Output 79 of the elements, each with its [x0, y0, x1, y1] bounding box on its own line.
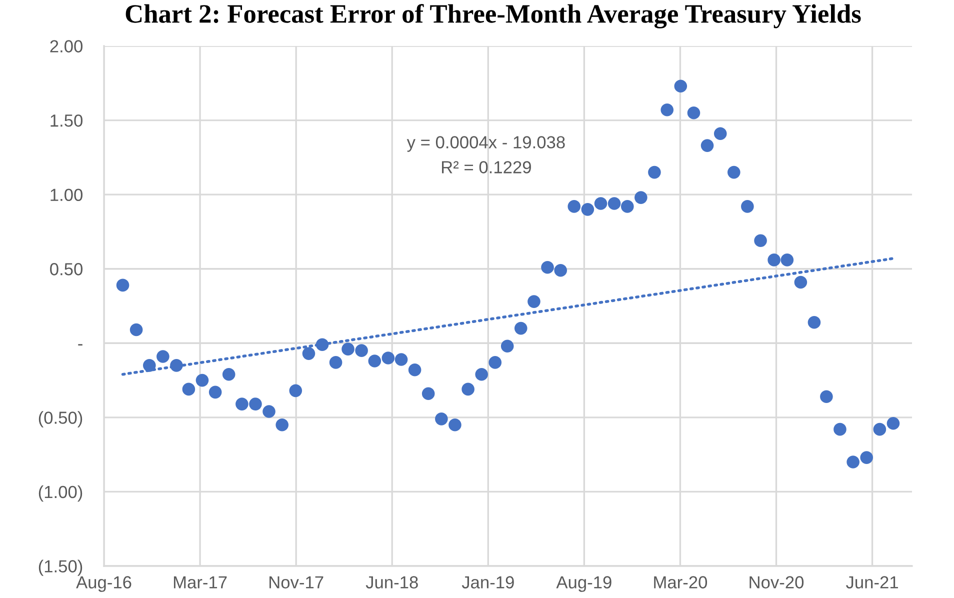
point	[500, 340, 514, 353]
point	[422, 387, 435, 400]
point	[768, 254, 780, 266]
y-tick-label: 2.00	[50, 40, 82, 52]
point	[820, 390, 833, 404]
point	[142, 359, 156, 372]
point	[156, 350, 170, 363]
y-tick-label: 1.00	[50, 188, 82, 202]
point	[475, 368, 488, 381]
point	[660, 103, 674, 116]
point	[276, 418, 288, 432]
x-tick-label: Jun-21	[846, 576, 898, 588]
point	[594, 197, 608, 210]
chart-title: Chart 2: Forecast Error of Three-Month Average Treasury Yields	[126, 4, 861, 28]
point	[329, 356, 342, 369]
point	[262, 405, 276, 418]
point	[382, 352, 395, 364]
point	[687, 106, 700, 120]
point	[249, 398, 262, 410]
point	[342, 342, 354, 356]
point	[289, 384, 302, 398]
point	[116, 278, 130, 292]
point	[316, 338, 329, 352]
y-tick-label: 1.50	[50, 114, 82, 127]
point	[714, 127, 727, 140]
point	[808, 316, 821, 329]
point	[448, 418, 462, 432]
point	[170, 359, 183, 372]
point	[488, 356, 502, 369]
point	[130, 323, 143, 336]
point	[208, 386, 222, 399]
x-tick-label: Jun-18	[366, 576, 418, 588]
x-tick-label: Mar-17	[174, 576, 227, 588]
point	[834, 422, 846, 436]
point	[541, 260, 554, 274]
point	[435, 412, 448, 426]
point	[700, 139, 714, 152]
annotation: y = 0.0004x - 19.038	[406, 136, 565, 152]
point	[780, 254, 794, 266]
x-tick-label: Nov-20	[750, 576, 804, 588]
point	[674, 80, 688, 93]
x-tick-label: Aug-19	[556, 576, 612, 592]
y-tick-label: 0.50	[50, 263, 82, 276]
point	[794, 276, 808, 289]
point	[846, 456, 860, 468]
point	[394, 353, 408, 366]
point	[236, 398, 248, 410]
point	[196, 374, 209, 387]
y-tick-label: (1.50)	[38, 560, 82, 576]
point	[634, 191, 648, 204]
point	[528, 295, 540, 308]
point	[648, 166, 661, 179]
point	[873, 422, 886, 436]
point	[728, 166, 740, 179]
point	[355, 344, 368, 357]
point	[568, 200, 581, 213]
point	[620, 200, 634, 213]
point	[554, 264, 568, 277]
point	[741, 200, 754, 213]
x-tick-label: Mar-20	[654, 576, 708, 588]
point	[754, 234, 767, 248]
point	[462, 382, 474, 396]
point	[302, 347, 316, 360]
point	[182, 382, 196, 396]
x-tick-label: Jan-19	[462, 576, 514, 588]
y-tick-label: (0.50)	[38, 411, 82, 428]
point	[514, 322, 528, 335]
y-tick-label: -	[78, 344, 82, 346]
annotation: R² = 0.1229	[442, 161, 531, 174]
point	[608, 197, 621, 210]
y-tick-label: (1.00)	[38, 485, 82, 502]
x-tick-label: Nov-17	[270, 576, 324, 588]
point	[886, 416, 900, 430]
x-tick-label: Aug-16	[76, 576, 132, 592]
point	[860, 451, 874, 464]
point	[368, 354, 382, 368]
point	[581, 203, 594, 216]
point	[408, 363, 422, 376]
point	[222, 368, 236, 381]
